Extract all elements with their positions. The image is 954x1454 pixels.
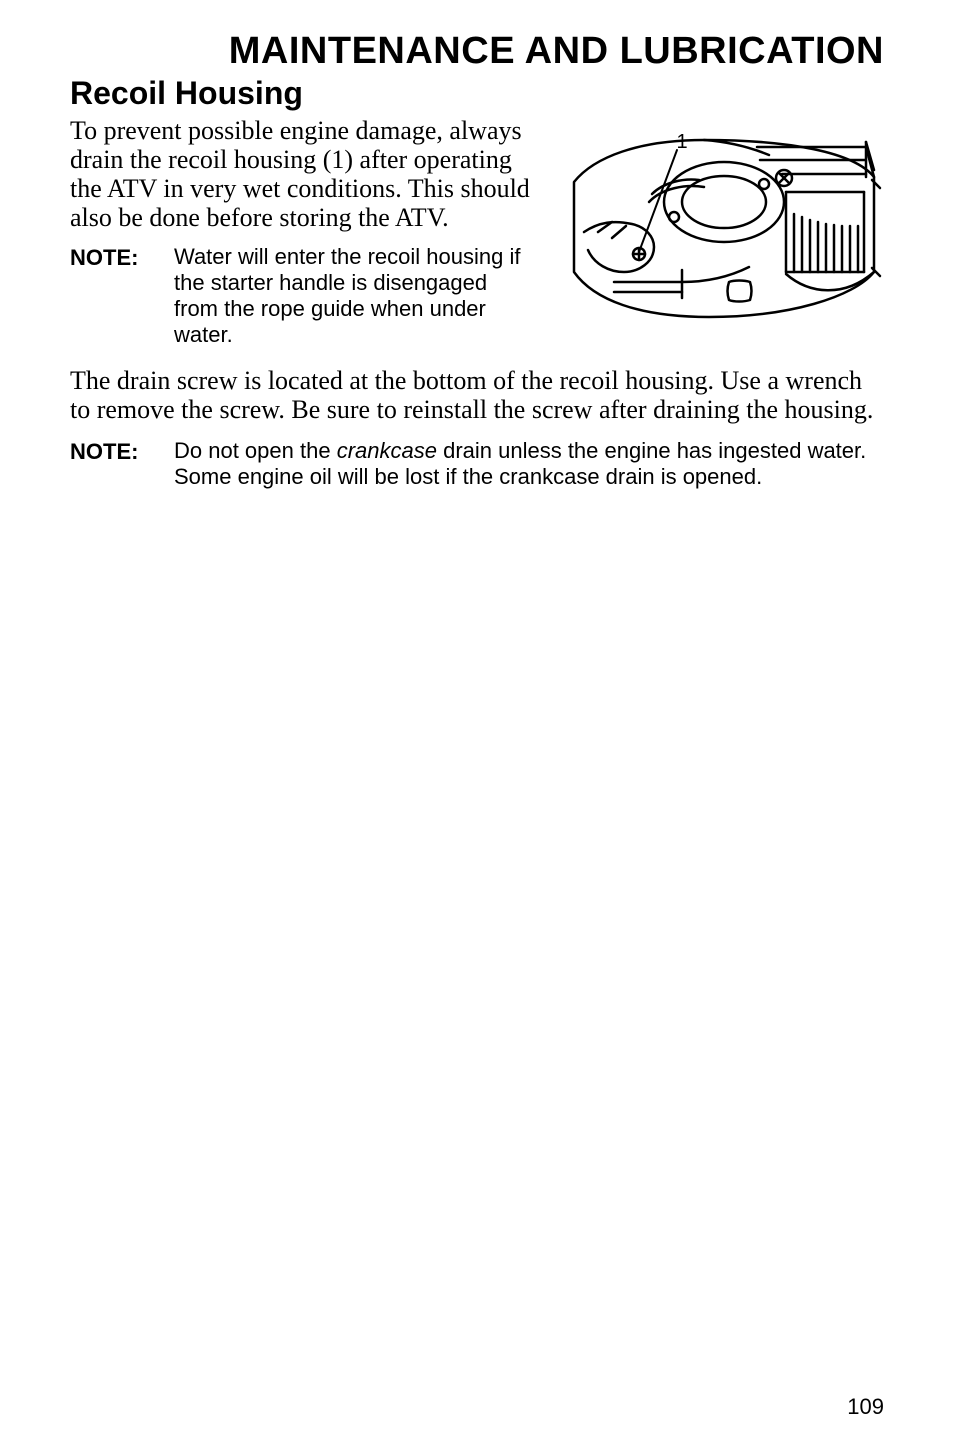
page-number: 109 [847,1394,884,1420]
note-2: NOTE: Do not open the crankcase drain un… [70,438,884,490]
drain-paragraph: The drain screw is located at the bottom… [70,366,884,424]
note-1-label: NOTE: [70,244,174,348]
figure-callout-1: 1 [676,131,687,153]
note-2-body: Do not open the crankcase drain unless t… [174,438,874,490]
sub-title: Recoil Housing [70,75,884,112]
recoil-housing-figure: 1 [554,122,884,358]
note-2-body-pre: Do not open the [174,438,337,463]
note-2-body-italic: crankcase [337,438,437,463]
section-title: MAINTENANCE AND LUBRICATION [70,30,884,73]
note-2-label: NOTE: [70,438,174,490]
note-1-body: Water will enter the recoil housing if t… [174,244,530,348]
note-1: NOTE: Water will enter the recoil housin… [70,244,530,348]
intro-paragraph: To prevent possible engine damage, alway… [70,116,530,232]
